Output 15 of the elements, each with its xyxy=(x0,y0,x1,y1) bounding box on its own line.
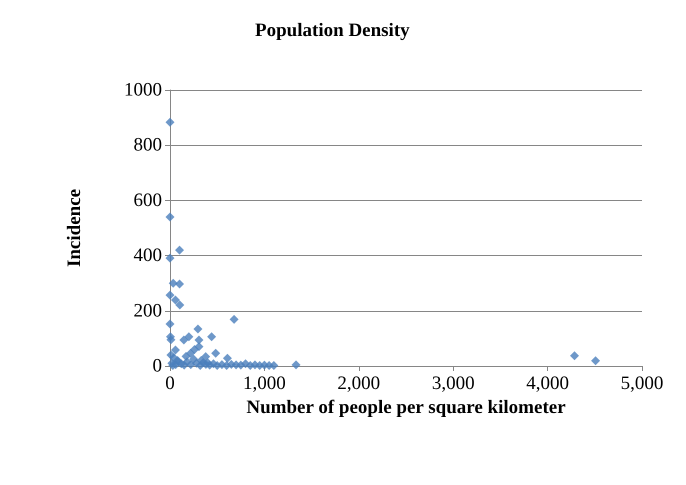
y-tick-label: 800 xyxy=(134,134,162,156)
x-axis-title: Number of people per square kilometer xyxy=(246,397,566,418)
x-tick-label: 3,000 xyxy=(432,373,475,394)
x-tick-label: 5,000 xyxy=(620,373,664,394)
y-tick-label: 0 xyxy=(152,356,162,376)
y-tick-label: 1000 xyxy=(124,80,162,100)
x-tick-label: 1,000 xyxy=(243,373,286,394)
x-tick-label: 2,000 xyxy=(337,373,380,394)
y-tick-label: 400 xyxy=(134,245,162,266)
x-tick-label: 4,000 xyxy=(526,373,569,394)
chart-title: Population Density xyxy=(255,20,410,41)
y-axis-title: Incidence xyxy=(64,188,85,268)
y-tick-label: 200 xyxy=(134,300,162,322)
y-tick-label: 600 xyxy=(134,190,162,211)
x-tick-label: 0 xyxy=(165,373,175,394)
